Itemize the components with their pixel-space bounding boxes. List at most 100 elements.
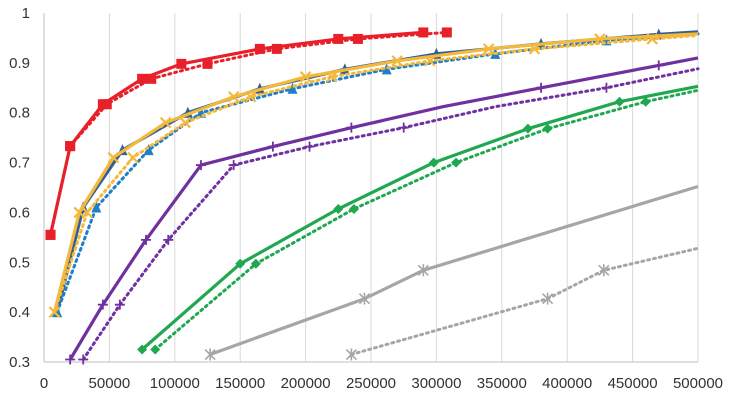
data-point [358,292,371,305]
data-point [601,82,612,93]
data-point [179,116,192,129]
data-point [482,43,495,55]
data-point [424,55,436,67]
series-10 [150,88,700,355]
y-tick-label: 0.5 [9,254,30,271]
data-point [346,122,357,133]
data-point [65,354,76,365]
series-line [209,184,699,357]
series-9 [137,84,699,355]
data-point [542,123,553,134]
data-point [299,71,312,83]
data-point [254,43,265,54]
data-point [137,344,148,355]
x-tick-label: 200000 [281,375,331,392]
data-point [542,292,554,305]
y-tick-label: 0.7 [9,155,30,172]
x-tick-label: 250000 [346,375,396,392]
data-point [228,160,239,171]
series-line [141,84,699,351]
series-line [48,30,424,236]
x-tick-label: 500000 [673,375,723,392]
series-8 [78,67,700,365]
y-tick-label: 0.8 [9,105,30,122]
x-tick-label: 50000 [89,375,131,392]
x-tick-label: 100000 [150,375,200,392]
data-point [352,33,363,44]
data-point [271,43,282,54]
data-point [536,82,547,93]
y-tick-label: 1 [22,5,30,22]
data-point [235,258,246,269]
data-point [52,306,63,318]
series-11 [204,184,699,361]
data-point [598,264,610,277]
data-point [640,96,651,107]
data-point [451,157,462,168]
y-tick-label: 0.9 [9,55,30,72]
data-point [91,201,102,213]
data-point [417,264,429,277]
series-line [153,88,700,351]
x-tick-label: 0 [40,375,48,392]
data-point [195,160,206,171]
data-point [345,348,357,361]
data-point [267,141,278,152]
data-point [45,229,56,240]
data-point [522,123,533,134]
data-point [325,71,338,83]
series-group [45,27,700,365]
series-line [52,32,699,313]
x-tick-label: 450000 [608,375,658,392]
y-tick-label: 0.3 [9,354,30,371]
data-point [97,299,108,310]
series-12 [345,246,700,361]
data-point [143,144,154,156]
data-point [163,234,174,245]
data-point [348,203,359,214]
data-point [176,58,187,69]
data-point [304,141,315,152]
data-point [227,90,240,103]
x-tick-label: 150000 [215,375,265,392]
data-point [398,122,409,133]
data-point [141,234,152,245]
series-6 [48,33,700,318]
data-point [646,33,658,45]
series-line [53,33,700,314]
data-point [333,203,344,214]
data-point [65,141,76,152]
x-tick-label: 300000 [411,375,461,392]
data-point [381,63,392,75]
data-point [78,354,89,365]
x-tick-label: 350000 [477,375,527,392]
data-point [428,157,439,168]
data-point [107,151,120,164]
series-2 [45,27,452,240]
data-point [418,27,429,38]
data-point [250,258,261,269]
series-line [49,30,449,237]
y-tick-label: 0.4 [9,304,30,321]
data-point [653,60,664,71]
series-line [68,56,699,361]
axes [43,13,698,363]
data-point [150,344,161,355]
data-point [114,299,125,310]
data-point [528,43,541,55]
data-point [81,206,93,219]
data-point [244,90,257,103]
data-point [202,58,213,69]
tick-labels: 0 50000 100000 150000 200000 250000 300000 3500… [9,5,723,392]
data-point [614,96,625,107]
data-point [137,73,148,84]
data-point [204,348,216,361]
data-point [159,116,172,129]
y-tick-label: 0.6 [9,204,30,221]
x-tick-label: 400000 [542,375,592,392]
data-point [101,99,112,110]
data-point [441,27,452,38]
data-point [287,82,298,94]
